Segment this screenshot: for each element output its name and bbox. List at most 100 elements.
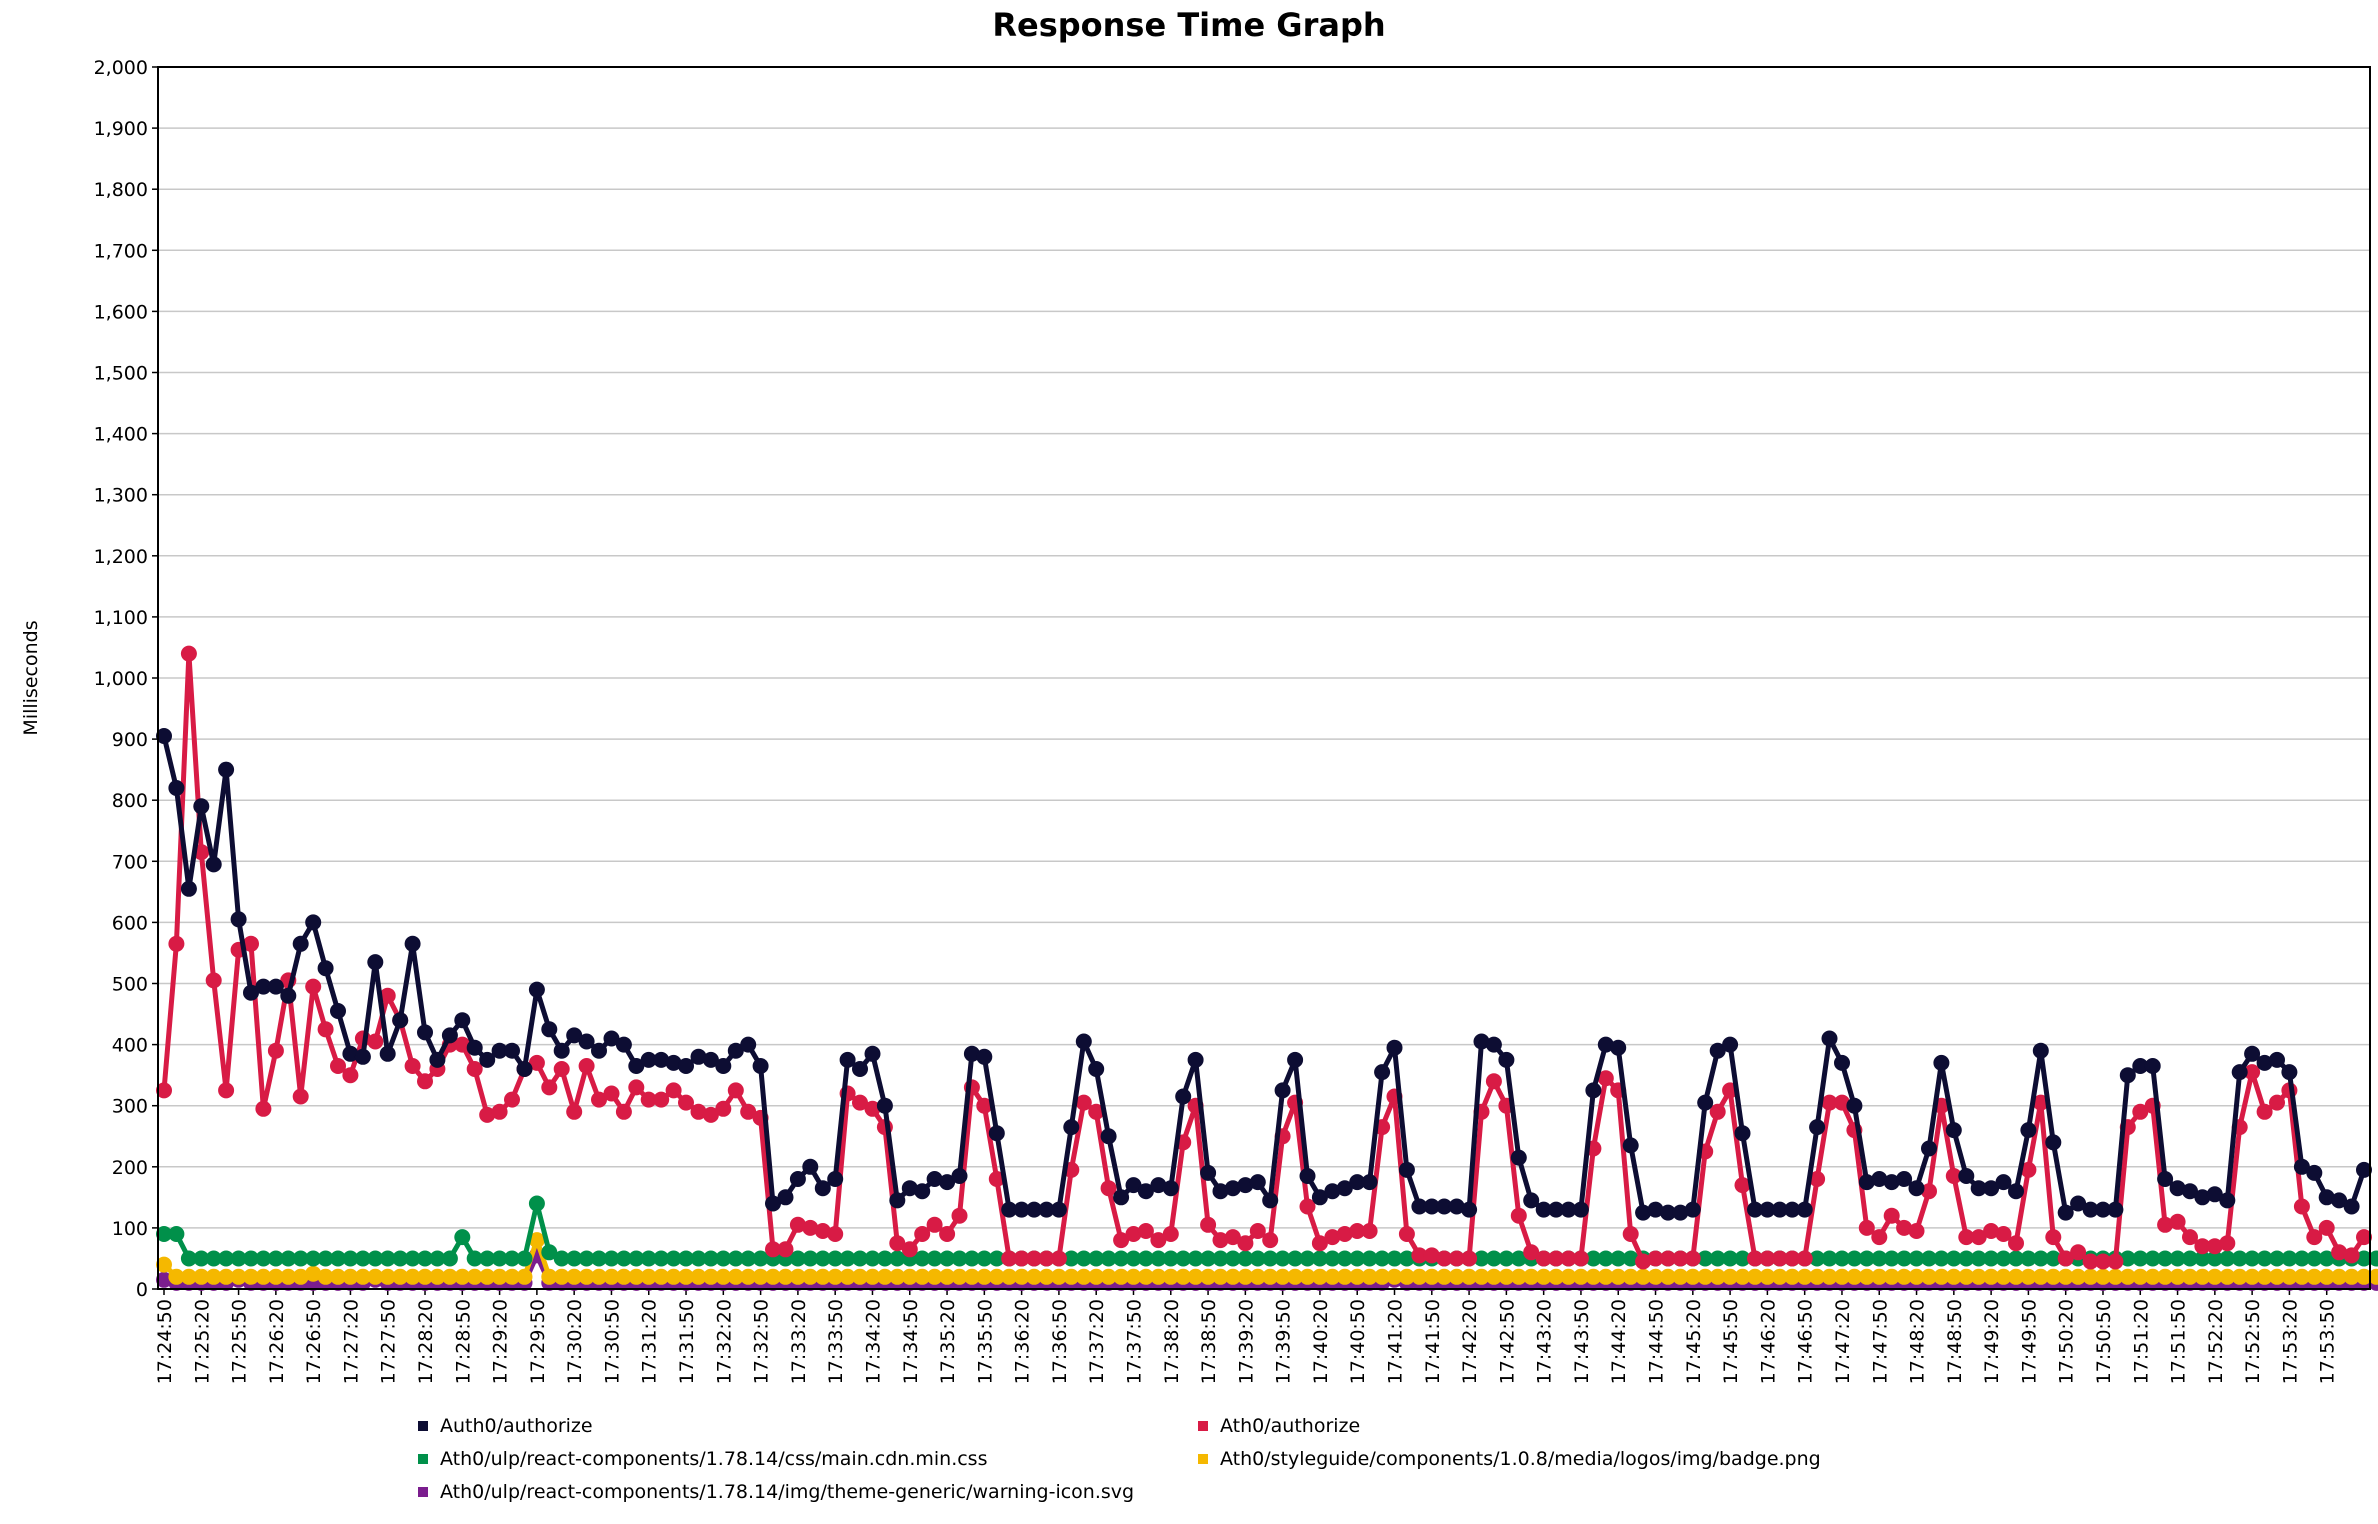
data-point [1597, 1070, 1614, 1087]
data-point [1423, 1198, 1440, 1215]
data-point [1896, 1171, 1913, 1187]
data-point [2306, 1164, 2323, 1181]
data-point [1722, 1250, 1739, 1267]
data-point [715, 1250, 732, 1267]
data-point [1100, 1128, 1117, 1145]
data-point [889, 1235, 906, 1252]
data-point [2144, 1250, 2161, 1267]
data-point [1821, 1268, 1838, 1285]
data-point [1485, 1268, 1502, 1285]
data-point [628, 1058, 645, 1074]
y-tick-label: 700 [112, 851, 148, 873]
data-point [1846, 1097, 1863, 1114]
data-point [2194, 1250, 2211, 1267]
y-tick-label: 1,800 [94, 179, 148, 201]
data-point [2306, 1250, 2323, 1267]
data-point [1585, 1268, 1602, 1285]
data-point [1796, 1250, 1813, 1267]
data-point [1871, 1229, 1888, 1246]
data-point [2269, 1051, 2285, 1068]
x-tick-label: 17:52:20 [2205, 1299, 2227, 1384]
data-point [939, 1268, 956, 1285]
data-point [267, 1250, 284, 1267]
data-point [441, 1250, 458, 1267]
data-point [379, 1250, 396, 1267]
data-point [1734, 1125, 1751, 1142]
data-point [1535, 1201, 1552, 1218]
data-point [1287, 1250, 1304, 1267]
data-point [1324, 1250, 1341, 1267]
data-point [1809, 1171, 1826, 1187]
data-point [2119, 1067, 2136, 1084]
data-point [765, 1241, 781, 1258]
data-point [765, 1268, 781, 1285]
data-point [852, 1094, 868, 1111]
data-point [702, 1051, 719, 1068]
data-point [1113, 1189, 1130, 1206]
data-point [1212, 1250, 1229, 1267]
data-point [2343, 1247, 2360, 1264]
legend-label: Ath0/authorize [1220, 1415, 1361, 1437]
data-point [976, 1268, 993, 1285]
data-point [2194, 1189, 2211, 1206]
data-point [379, 1045, 396, 1062]
data-point [230, 911, 247, 928]
data-point [789, 1216, 806, 1233]
data-point [1125, 1250, 1142, 1267]
data-point [1349, 1268, 1366, 1285]
data-point [1970, 1250, 1987, 1267]
data-point [1349, 1250, 1366, 1267]
data-point [1684, 1250, 1701, 1267]
data-point [1175, 1250, 1192, 1267]
data-point [988, 1125, 1005, 1142]
data-point [1560, 1201, 1577, 1218]
data-point [2182, 1250, 2198, 1267]
x-tick-label: 17:48:50 [1944, 1299, 1966, 1384]
data-point [1374, 1268, 1391, 1285]
x-tick-label: 17:35:20 [937, 1299, 959, 1384]
data-point [926, 1216, 943, 1233]
data-point [2269, 1094, 2285, 1111]
data-point [2020, 1268, 2037, 1285]
data-point [454, 1229, 471, 1246]
data-point [2032, 1250, 2049, 1267]
data-point [1436, 1268, 1453, 1285]
data-point [1137, 1223, 1154, 1239]
data-point [404, 1250, 421, 1267]
data-point [765, 1195, 781, 1212]
data-point [1672, 1250, 1689, 1267]
data-point [789, 1268, 806, 1285]
data-point [1361, 1223, 1378, 1239]
data-point [528, 1054, 545, 1071]
data-point [1411, 1268, 1428, 1285]
data-point [1983, 1250, 2000, 1267]
data-point [715, 1058, 732, 1074]
data-point [939, 1174, 956, 1191]
data-point [1834, 1250, 1850, 1267]
data-point [2281, 1268, 2298, 1285]
data-point [180, 645, 197, 662]
data-point [553, 1042, 570, 1059]
x-tick-label: 17:47:20 [1832, 1299, 1854, 1384]
data-point [2182, 1183, 2198, 1200]
data-point [1510, 1149, 1527, 1166]
y-tick-label: 2,000 [94, 57, 148, 79]
data-point [690, 1103, 707, 1120]
data-point [553, 1061, 570, 1077]
data-point [976, 1048, 993, 1065]
data-point [1461, 1250, 1478, 1267]
data-point [839, 1051, 856, 1068]
data-point [628, 1250, 645, 1267]
data-point [1075, 1268, 1092, 1285]
data-point [690, 1268, 707, 1285]
data-point [1162, 1180, 1179, 1197]
data-point [1983, 1268, 2000, 1285]
x-tick-label: 17:29:50 [527, 1299, 549, 1384]
data-point [1001, 1268, 1018, 1285]
data-point [1945, 1250, 1962, 1267]
data-point [1088, 1268, 1105, 1285]
data-point [1958, 1268, 1975, 1285]
data-point [889, 1268, 906, 1285]
x-tick-label: 17:33:50 [825, 1299, 847, 1384]
data-point [566, 1268, 583, 1285]
